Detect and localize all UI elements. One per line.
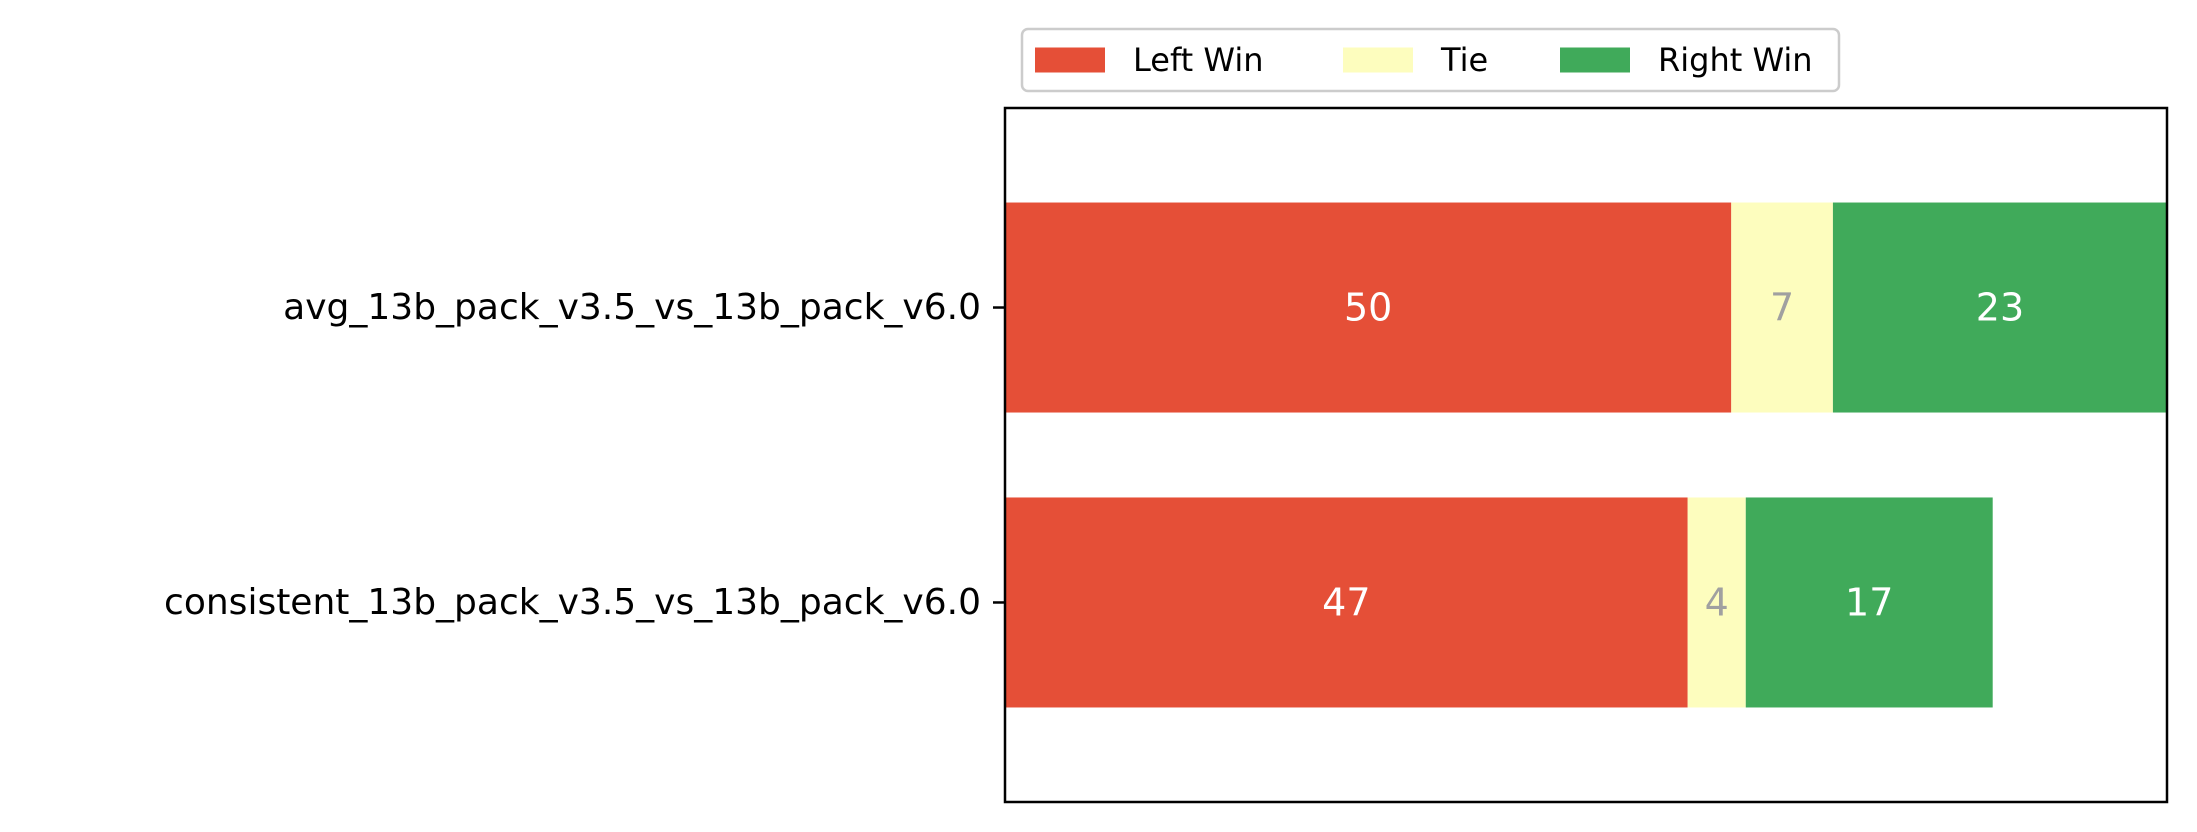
bar-segment-right-win	[1832, 202, 2167, 413]
bar-value-label: 4	[1705, 580, 1729, 624]
axes-frame	[1003, 106, 2169, 804]
y-tick-label: avg_13b_pack_v3.5_vs_13b_pack_v6.0	[283, 287, 981, 328]
legend-swatch	[1560, 47, 1630, 73]
bar-segment-left-win	[1005, 202, 1732, 413]
bar-value-label: 50	[1344, 286, 1392, 330]
legend-label: Tie	[1440, 41, 1488, 79]
bar-segment-tie	[1687, 497, 1746, 708]
legend-label: Right Win	[1658, 41, 1813, 79]
bar-segment-left-win	[1005, 497, 1688, 708]
bar-value-label: 47	[1322, 580, 1370, 624]
legend-swatch	[1035, 47, 1105, 73]
legend-swatch	[1343, 47, 1413, 73]
y-tick-label: consistent_13b_pack_v3.5_vs_13b_pack_v6.…	[164, 582, 981, 623]
bar-value-label: 23	[1976, 286, 2024, 330]
legend: Left Win Tie Right Win	[1020, 27, 1841, 93]
bar-value-label: 17	[1845, 580, 1893, 624]
legend-label: Left Win	[1133, 41, 1263, 79]
bar-segment-tie	[1731, 202, 1833, 413]
bars-group: 50 7 23 47 4 17	[1005, 202, 2167, 708]
bar-segment-right-win	[1745, 497, 1993, 708]
bar-value-label: 7	[1770, 286, 1794, 330]
y-axis-tick-labels: avg_13b_pack_v3.5_vs_13b_pack_v6.0consis…	[164, 287, 1005, 623]
legend-frame	[1020, 27, 1841, 93]
